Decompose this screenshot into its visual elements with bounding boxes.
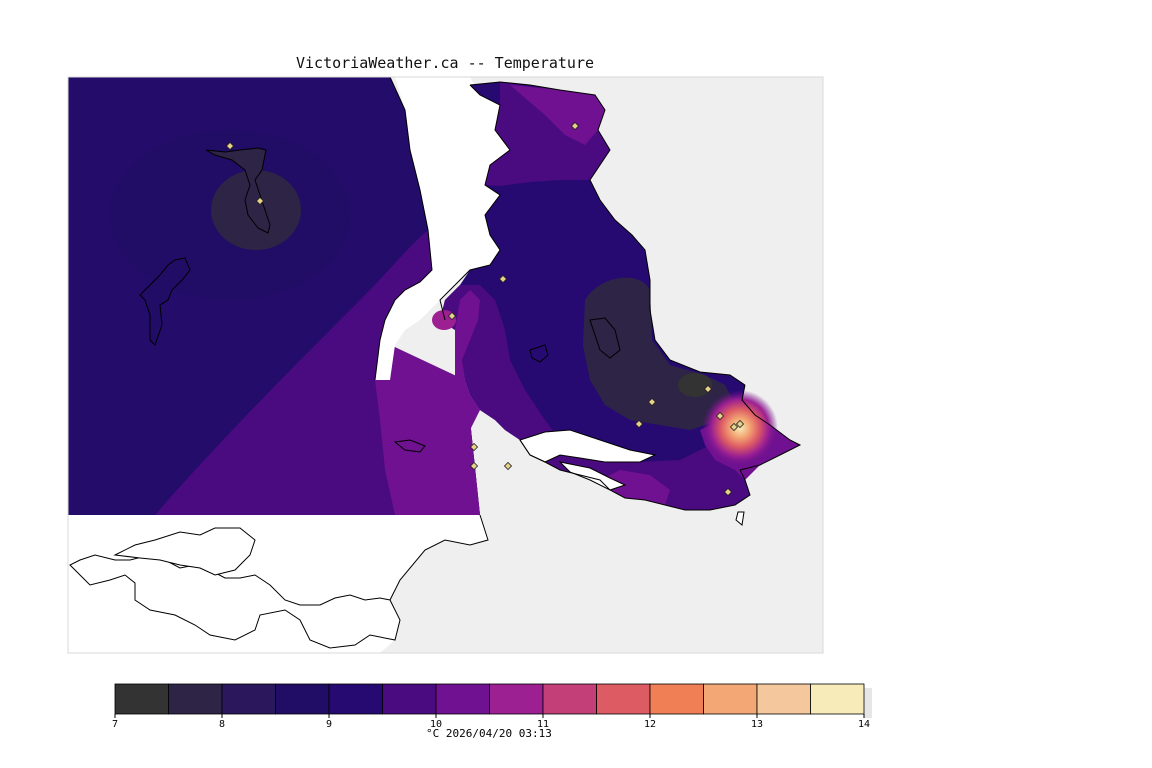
east-temperature-field [432, 82, 800, 510]
station-marker[interactable] [503, 461, 513, 471]
coastline-cape [739, 384, 802, 471]
station-marker[interactable] [469, 442, 479, 452]
coastline-east [439, 84, 511, 321]
map-border [67, 76, 824, 654]
coastline-southeast [519, 439, 751, 511]
station-marker[interactable] [647, 397, 657, 407]
islet-outline [735, 511, 745, 526]
station-marker[interactable] [715, 411, 725, 421]
unit-label: °C [426, 727, 440, 740]
lake-outline-3 [589, 317, 621, 359]
station-marker[interactable] [570, 121, 580, 131]
islands-coastline [69, 554, 401, 649]
island-east-coastline [113, 527, 256, 576]
station-marker[interactable] [723, 487, 733, 497]
station-marker[interactable] [729, 422, 739, 432]
station-marker[interactable] [447, 311, 457, 321]
station-marker[interactable] [498, 274, 508, 284]
coastline-north [469, 81, 746, 386]
lake-outline-4 [529, 344, 549, 363]
station-marker[interactable] [469, 461, 479, 471]
coastline-mainland [389, 514, 489, 601]
station-markers [225, 121, 745, 497]
station-marker[interactable] [735, 419, 745, 429]
station-marker[interactable] [225, 141, 235, 151]
timestamp-label: 2026/04/20 03:13 [445, 727, 552, 740]
lake-outline-5 [393, 439, 426, 453]
lake-outline-2 [139, 257, 191, 346]
west-temperature-field [68, 77, 480, 515]
lake-outline [205, 147, 271, 234]
legend-caption: °C 2026/04/20 03:13 [426, 727, 552, 740]
channel-water [375, 77, 510, 380]
station-marker[interactable] [703, 384, 713, 394]
station-marker[interactable] [255, 196, 265, 206]
coastline-west [374, 76, 433, 381]
map-title: VictoriaWeather.ca -- Temperature [296, 54, 595, 72]
station-marker[interactable] [634, 419, 644, 429]
